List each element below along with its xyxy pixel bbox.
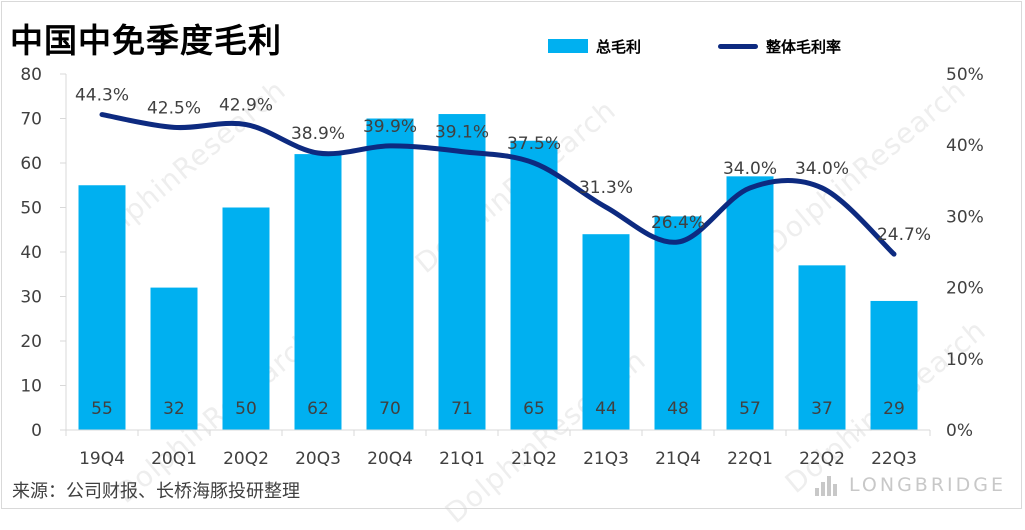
bar-22Q3: [870, 300, 918, 430]
bar-value-label: 48: [667, 399, 689, 419]
bar-value-label: 44: [595, 399, 617, 419]
bar-21Q4: [654, 216, 702, 430]
line-value-label: 44.3%: [75, 86, 129, 106]
legend-bar-label: 总毛利: [596, 37, 642, 56]
y-left-tick-label: 10: [20, 377, 42, 397]
y-right-tick-label: 40%: [946, 136, 984, 156]
line-value-label: 24.7%: [877, 225, 931, 245]
y-right-tick-label: 30%: [946, 207, 984, 227]
bar-value-label: 65: [523, 399, 545, 419]
brand-logo-icon: [815, 474, 841, 496]
x-tick-label: 19Q4: [79, 449, 125, 469]
legend-line-label: 整体毛利率: [766, 37, 842, 56]
bar-22Q1: [726, 176, 774, 430]
line-value-label: 39.9%: [363, 117, 417, 137]
brand-watermark: LONGBRIDGE: [815, 474, 1006, 496]
y-left-tick-label: 30: [20, 288, 42, 308]
line-value-label: 37.5%: [507, 134, 561, 154]
bar-20Q1: [150, 287, 198, 430]
x-tick-label: 21Q1: [439, 449, 485, 469]
bar-20Q3: [294, 154, 342, 430]
y-left-tick-label: 40: [20, 243, 42, 263]
x-tick-label: 21Q2: [511, 449, 557, 469]
legend-bar: 总毛利: [548, 36, 641, 56]
x-tick-label: 22Q2: [799, 449, 845, 469]
y-right-tick-label: 50%: [946, 65, 984, 85]
y-left-tick-label: 0: [31, 421, 42, 441]
y-right-tick-label: 20%: [946, 279, 984, 299]
legend-line-swatch: [718, 43, 758, 49]
bar-value-label: 32: [163, 399, 185, 419]
bar-19Q4: [78, 185, 126, 430]
y-right-tick-label: 0%: [946, 421, 973, 441]
legend-bar-swatch: [548, 39, 588, 53]
bar-21Q3: [582, 234, 630, 430]
y-left-tick-label: 20: [20, 332, 42, 352]
y-left-tick-label: 70: [20, 110, 42, 130]
x-tick-label: 21Q4: [655, 449, 701, 469]
y-left-tick-label: 60: [20, 154, 42, 174]
bar-value-label: 29: [883, 399, 905, 419]
line-value-label: 42.5%: [147, 98, 201, 118]
bar-20Q4: [366, 118, 414, 430]
x-tick-label: 20Q2: [223, 449, 269, 469]
x-tick-label: 20Q3: [295, 449, 341, 469]
line-value-label: 38.9%: [291, 124, 345, 144]
y-right-tick-label: 10%: [946, 350, 984, 370]
line-value-label: 26.4%: [651, 213, 705, 233]
legend-line: 整体毛利率: [718, 36, 841, 56]
x-tick-label: 20Q4: [367, 449, 413, 469]
line-value-label: 31.3%: [579, 178, 633, 198]
bar-21Q2: [510, 140, 558, 430]
x-tick-label: 21Q3: [583, 449, 629, 469]
bar-value-label: 70: [379, 399, 401, 419]
x-tick-label: 20Q1: [151, 449, 197, 469]
line-value-label: 39.1%: [435, 123, 489, 143]
series-line-margin: [99, 112, 897, 257]
y-left-tick-label: 50: [20, 199, 42, 219]
bar-20Q2: [222, 207, 270, 430]
bar-value-label: 62: [307, 399, 329, 419]
x-tick-label: 22Q3: [871, 449, 917, 469]
x-tick-label: 22Q1: [727, 449, 773, 469]
chart-title: 中国中免季度毛利: [10, 21, 282, 60]
bar-21Q1: [438, 114, 486, 431]
bar-value-label: 50: [235, 399, 257, 419]
line-value-label: 42.9%: [219, 96, 273, 116]
chart-frame: [1, 1, 1022, 509]
brand-name: LONGBRIDGE: [849, 474, 1006, 496]
line-value-label: 34.0%: [795, 159, 849, 179]
source-note: 来源：公司财报、长桥海豚投研整理: [12, 481, 300, 502]
bar-value-label: 57: [739, 399, 761, 419]
chart-plot: 0 10 20 30 40 50 60 70 80 0% 10% 20% 30% 40% 50% 19Q4 20…: [20, 65, 984, 469]
bar-value-label: 37: [811, 399, 833, 419]
bar-value-label: 55: [91, 399, 113, 419]
bar-value-label: 71: [451, 399, 473, 419]
line-value-label: 34.0%: [723, 159, 777, 179]
bar-22Q2: [798, 265, 846, 430]
y-left-tick-label: 80: [20, 65, 42, 85]
